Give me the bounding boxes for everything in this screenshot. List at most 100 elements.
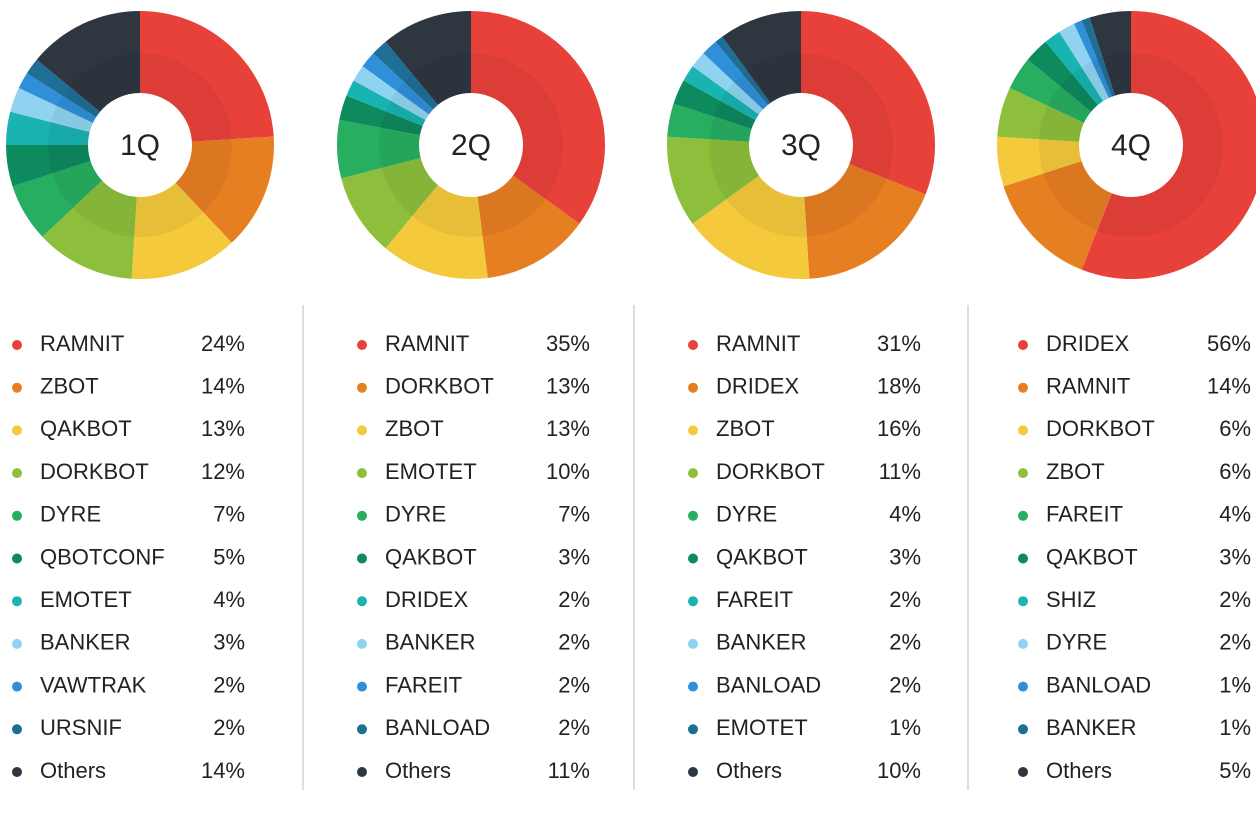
legend-value: 4%: [213, 587, 245, 612]
legend-label: BANLOAD: [1046, 672, 1151, 697]
legend-marker: [12, 638, 22, 649]
legend-value: 7%: [558, 502, 590, 527]
pie-title: 2Q: [451, 129, 491, 162]
legend-marker: [688, 724, 698, 735]
legend-value: 14%: [201, 374, 245, 399]
legend-marker: [688, 468, 698, 479]
legend-label: RAMNIT: [1046, 374, 1130, 399]
legend-marker: [688, 638, 698, 649]
legend-marker: [357, 553, 367, 564]
legend-marker: [1018, 681, 1028, 692]
legend-label: Others: [385, 758, 451, 783]
legend-label: ZBOT: [385, 416, 444, 441]
legend-marker: [1018, 425, 1028, 436]
legend-value: 2%: [558, 672, 590, 697]
legend-label: Others: [1046, 758, 1112, 783]
legend-label: DORKBOT: [40, 459, 149, 484]
legend-marker: [12, 724, 22, 735]
legend-value: 11%: [548, 758, 590, 783]
pie-slice: [471, 11, 605, 224]
legend-value: 24%: [201, 331, 245, 356]
legend-label: DRIDEX: [1046, 331, 1129, 356]
legend-label: DYRE: [1046, 630, 1107, 655]
legend-marker: [688, 510, 698, 521]
legend-marker: [12, 510, 22, 521]
legend-label: ZBOT: [716, 416, 775, 441]
legend-marker: [688, 681, 698, 692]
legend-value: 2%: [889, 672, 921, 697]
legend-value: 10%: [877, 758, 921, 783]
legend-label: FAREIT: [716, 587, 793, 612]
legend-label: RAMNIT: [385, 331, 469, 356]
legend-label: QBOTCONF: [40, 544, 165, 569]
legend-label: ZBOT: [1046, 459, 1105, 484]
legend-value: 2%: [1219, 587, 1251, 612]
donut-hole: [749, 93, 853, 197]
legend-marker: [12, 681, 22, 692]
legend-value: 2%: [213, 672, 245, 697]
legend-label: SHIZ: [1046, 587, 1096, 612]
legend-value: 2%: [558, 587, 590, 612]
legend-value: 10%: [546, 459, 590, 484]
legend-value: 4%: [889, 502, 921, 527]
legend-value: 5%: [1219, 758, 1251, 783]
legend-value: 1%: [1219, 715, 1251, 740]
legend-value: 2%: [889, 587, 921, 612]
legend-value: 7%: [213, 502, 245, 527]
legend-value: 3%: [889, 544, 921, 569]
legend-value: 2%: [889, 630, 921, 655]
legend-value: 5%: [213, 544, 245, 569]
legend-marker: [357, 425, 367, 436]
legend-label: DORKBOT: [716, 459, 825, 484]
legend-label: EMOTET: [385, 459, 477, 484]
legend-label: DORKBOT: [1046, 416, 1155, 441]
legend-label: BANKER: [40, 630, 130, 655]
legend-value: 14%: [1207, 374, 1251, 399]
legend-label: DYRE: [40, 502, 101, 527]
legend-marker: [688, 553, 698, 564]
legend-value: 2%: [213, 715, 245, 740]
legend-value: 11%: [879, 459, 921, 484]
legend-value: 31%: [877, 331, 921, 356]
legend-marker: [12, 468, 22, 479]
pie-title: 1Q: [120, 129, 160, 162]
legend-label: BANKER: [385, 630, 475, 655]
legend-marker: [1018, 468, 1028, 479]
legend-marker: [1018, 638, 1028, 649]
pie-title: 3Q: [781, 129, 821, 162]
legend-marker: [688, 382, 698, 393]
legend-value: 35%: [546, 331, 590, 356]
legend-marker: [357, 767, 367, 777]
legend-label: DYRE: [385, 502, 446, 527]
legend-marker: [357, 510, 367, 521]
legend-label: Others: [716, 758, 782, 783]
legend-label: EMOTET: [716, 715, 808, 740]
legend-label: DRIDEX: [716, 374, 799, 399]
legend-marker: [357, 681, 367, 692]
legend-marker: [357, 638, 367, 649]
legend-value: 18%: [877, 374, 921, 399]
legend-value: 6%: [1219, 459, 1251, 484]
legend-marker: [357, 596, 367, 607]
legend-label: BANKER: [1046, 715, 1136, 740]
legend-value: 3%: [558, 544, 590, 569]
legend-value: 3%: [213, 630, 245, 655]
legend-value: 56%: [1207, 331, 1251, 356]
legend-label: FAREIT: [1046, 502, 1123, 527]
legend-value: 4%: [1219, 502, 1251, 527]
legend-label: RAMNIT: [716, 331, 800, 356]
legend-value: 16%: [877, 416, 921, 441]
legend-marker: [12, 382, 22, 393]
legend-marker: [1018, 382, 1028, 393]
legend-value: 2%: [558, 715, 590, 740]
legend-marker: [688, 596, 698, 607]
legend-label: BANLOAD: [716, 672, 821, 697]
donut-hole: [419, 93, 523, 197]
legend-label: RAMNIT: [40, 331, 124, 356]
legend-marker: [1018, 510, 1028, 521]
legend-label: DORKBOT: [385, 374, 494, 399]
pie-slice: [337, 119, 471, 179]
legend-value: 3%: [1219, 544, 1251, 569]
legend-marker: [1018, 596, 1028, 607]
